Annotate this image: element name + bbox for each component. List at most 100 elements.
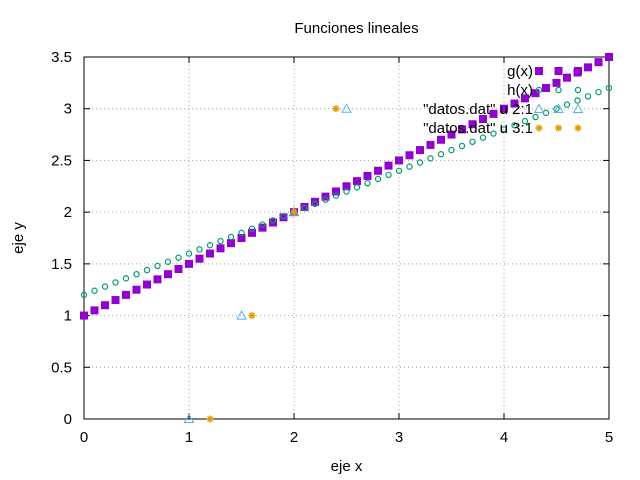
data-point xyxy=(510,99,519,108)
legend-marker xyxy=(572,103,584,113)
data-point xyxy=(248,228,256,237)
data-point xyxy=(217,237,224,245)
data-point xyxy=(332,187,340,196)
data-point xyxy=(563,101,571,108)
data-point xyxy=(143,280,151,289)
data-point xyxy=(174,265,183,274)
data-point xyxy=(584,93,592,100)
data-point xyxy=(343,188,350,195)
data-point xyxy=(236,310,247,320)
data-point xyxy=(164,270,172,279)
y-axis-label: eje y xyxy=(10,222,27,254)
data-point xyxy=(290,208,298,216)
data-point xyxy=(269,217,277,224)
legend-marker xyxy=(535,86,543,94)
data-point xyxy=(458,142,466,150)
data-point xyxy=(216,244,225,253)
data-point xyxy=(259,221,266,228)
axis-ticks: 0 1 2 3 4 5 0 0.5 1 1.5 2 2.5 3 3.5 xyxy=(51,49,613,446)
data-point xyxy=(342,182,351,191)
x-tick-label: 0 xyxy=(80,429,88,446)
data-point xyxy=(364,179,371,187)
data-point xyxy=(279,213,288,222)
data-point xyxy=(552,78,561,87)
y-tick-label: 0.5 xyxy=(51,359,72,376)
legend-marker xyxy=(535,67,543,75)
data-point xyxy=(395,167,403,174)
data-point xyxy=(132,285,141,294)
data-point xyxy=(479,115,487,124)
data-point xyxy=(416,146,424,155)
data-point xyxy=(374,175,382,183)
legend-label: g(x) xyxy=(507,63,533,80)
data-point xyxy=(605,53,613,61)
data-point xyxy=(605,84,613,92)
data-point xyxy=(238,229,245,237)
data-point xyxy=(490,130,497,137)
y-tick-label: 3.5 xyxy=(51,49,72,66)
x-tick-label: 2 xyxy=(290,429,298,446)
data-point xyxy=(500,126,508,133)
grid xyxy=(84,57,609,419)
data-point xyxy=(300,202,309,211)
data-point xyxy=(479,134,487,141)
y-tick-label: 2 xyxy=(64,204,72,221)
legend-marker xyxy=(553,103,564,113)
legend-key xyxy=(535,86,582,94)
data-point xyxy=(521,117,529,125)
data-point xyxy=(80,311,88,320)
data-point xyxy=(531,89,540,98)
y-tick-label: 2.5 xyxy=(51,152,72,169)
legend-marker xyxy=(574,67,582,75)
y-tick-label: 1 xyxy=(64,308,72,325)
data-point xyxy=(280,213,287,220)
data-point xyxy=(574,97,581,104)
y-tick-label: 0 xyxy=(64,411,72,428)
data-point xyxy=(405,151,414,160)
data-point xyxy=(91,287,98,294)
legend-marker xyxy=(535,124,543,132)
legend-marker xyxy=(574,124,582,132)
data-point xyxy=(542,84,550,93)
legend-marker xyxy=(574,86,582,94)
series-4 xyxy=(206,105,340,423)
data-point xyxy=(584,63,592,72)
data-point xyxy=(90,306,99,315)
data-point xyxy=(595,88,602,96)
series-3 xyxy=(183,103,352,423)
data-point xyxy=(553,105,560,112)
data-point xyxy=(154,262,161,270)
data-point xyxy=(227,239,235,248)
plot-frame xyxy=(83,56,610,420)
data-point xyxy=(237,234,246,242)
data-point xyxy=(437,135,445,144)
data-point xyxy=(133,271,140,278)
legend-label: "datos.dat" u 2:1 xyxy=(423,101,533,118)
data-point xyxy=(164,258,172,265)
x-tick-label: 3 xyxy=(395,429,403,446)
series-1 xyxy=(80,53,613,320)
data-point xyxy=(143,266,151,274)
legend-marker xyxy=(555,86,562,94)
data-point xyxy=(248,312,256,320)
data-point xyxy=(341,103,352,113)
legend-marker xyxy=(554,67,563,75)
data-point xyxy=(175,254,182,261)
legend-key xyxy=(535,124,582,132)
data-point xyxy=(426,140,435,149)
data-point xyxy=(112,279,119,286)
data-point xyxy=(332,105,340,113)
data-point xyxy=(80,291,88,299)
data-point xyxy=(111,296,120,305)
y-tick-label: 1.5 xyxy=(51,256,72,273)
data-point xyxy=(416,159,424,166)
data-point xyxy=(563,73,571,82)
legend-marker xyxy=(533,103,545,113)
data-point xyxy=(385,171,392,179)
data-point xyxy=(353,177,361,186)
legend: g(x) h(x) "datos.dat" u 2:1 "datos.dat" u 3… xyxy=(423,63,584,137)
data-point xyxy=(500,104,508,113)
data-point xyxy=(374,166,382,175)
data-point xyxy=(448,146,455,154)
